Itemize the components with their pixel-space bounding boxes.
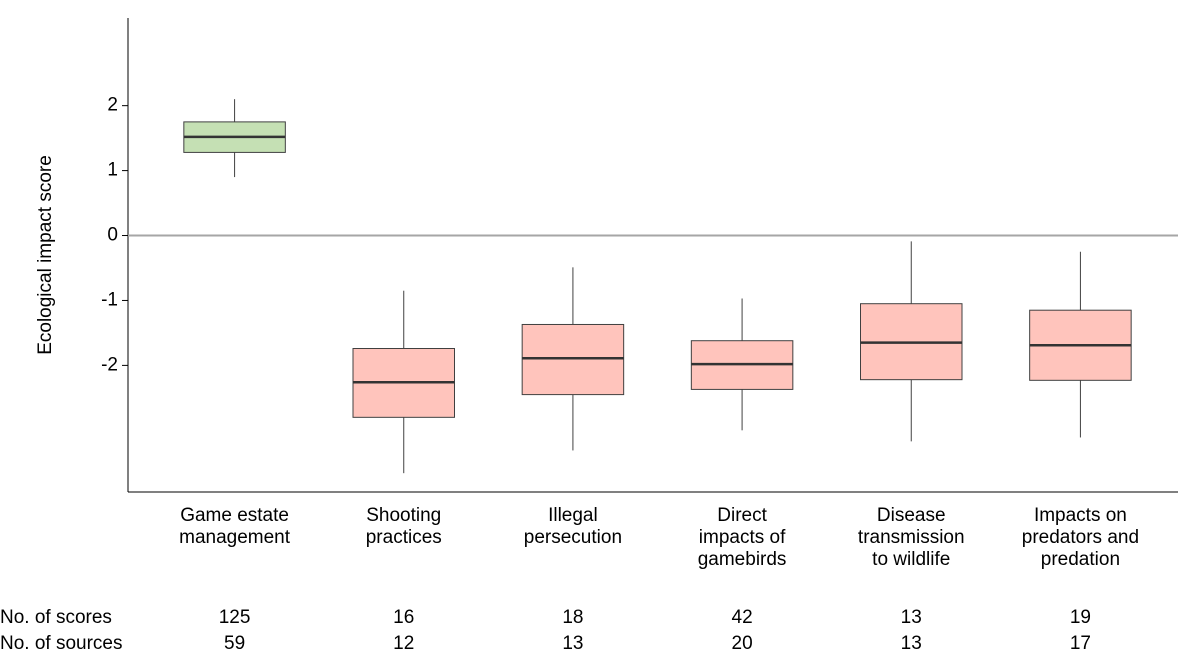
table-cell: 125 [218,607,251,628]
table-cell: 17 [1069,633,1091,654]
table-cell: 12 [393,633,415,654]
table-cell: 19 [1069,607,1091,628]
x-tick-label: Shooting practices [365,505,442,548]
table-cell: 18 [562,607,584,628]
table-cell: 13 [562,633,584,654]
x-tick-label: Illegal persecution [523,505,623,548]
y-tick-label: -1 [101,289,118,310]
x-tick-label: Direct impacts of gamebirds [697,505,787,570]
y-tick-label: -2 [101,354,118,375]
row-label: No. of sources [0,633,123,654]
table-cell: 59 [224,633,246,654]
y-axis-label: Ecological impact score [35,155,56,355]
y-tick-label: 2 [107,95,118,116]
y-tick-label: 0 [107,225,118,246]
x-tick-label: Disease transmission to wildlife [857,505,965,570]
x-tick-label: Impacts on predators and predation [1021,505,1140,570]
table-cell: 13 [900,633,922,654]
row-label: No. of scores [0,607,112,628]
table-cell: 13 [900,607,922,628]
table-cell: 42 [731,607,753,628]
box [521,323,625,396]
x-tick-label: Game estate management [179,505,291,548]
table-cell: 16 [393,607,415,628]
table-cell: 20 [731,633,753,654]
y-tick-label: 1 [107,160,118,181]
